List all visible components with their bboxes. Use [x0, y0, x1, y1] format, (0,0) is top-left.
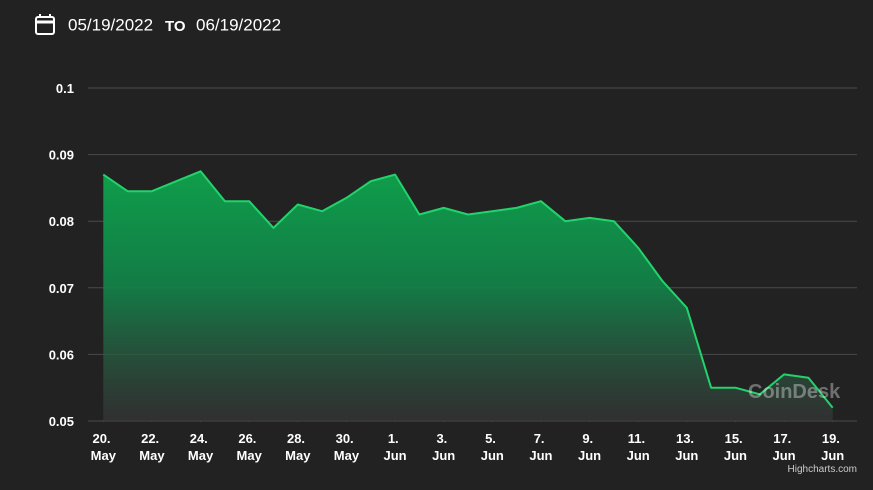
y-tick-label: 0.07 — [49, 281, 74, 296]
x-tick-label: 20. May — [91, 431, 117, 463]
x-tick-label: 15. Jun — [724, 431, 747, 463]
y-tick-label: 0.1 — [56, 81, 74, 96]
x-tick-label: 7. Jun — [529, 431, 552, 463]
area-fill — [103, 171, 833, 421]
y-tick-label: 0.06 — [49, 347, 74, 362]
start-date[interactable]: 05/19/2022 — [68, 15, 153, 34]
x-tick-label: 17. Jun — [773, 431, 796, 463]
x-tick-label: 24. May — [188, 431, 214, 463]
y-tick-label: 0.08 — [49, 214, 74, 229]
x-tick-label: 30. May — [334, 431, 360, 463]
x-tick-label: 5. Jun — [481, 431, 504, 463]
x-tick-label: 22. May — [139, 431, 165, 463]
date-separator: TO — [165, 18, 186, 35]
x-tick-label: 3. Jun — [432, 431, 455, 463]
watermark: CoinDesk — [748, 381, 841, 403]
x-tick-label: 13. Jun — [675, 431, 698, 463]
x-tick-label: 9. Jun — [578, 431, 601, 463]
y-tick-label: 0.05 — [49, 414, 74, 429]
calendar-icon[interactable] — [35, 14, 55, 35]
x-tick-label: 19. Jun — [821, 431, 844, 463]
y-tick-label: 0.09 — [49, 148, 74, 163]
x-tick-label: 11. Jun — [627, 431, 650, 463]
credits: Highcharts.com — [788, 464, 857, 475]
x-tick-label: 26. May — [237, 431, 263, 463]
end-date[interactable]: 06/19/2022 — [196, 15, 281, 34]
price-line — [102, 170, 834, 409]
plot-area: 0.05 0.06 0.07 0.08 0.09 0.1 20. May 22. May 24.… — [49, 81, 857, 475]
x-tick-label: 1. Jun — [384, 431, 407, 463]
x-tick-label: 28. May — [285, 431, 311, 463]
